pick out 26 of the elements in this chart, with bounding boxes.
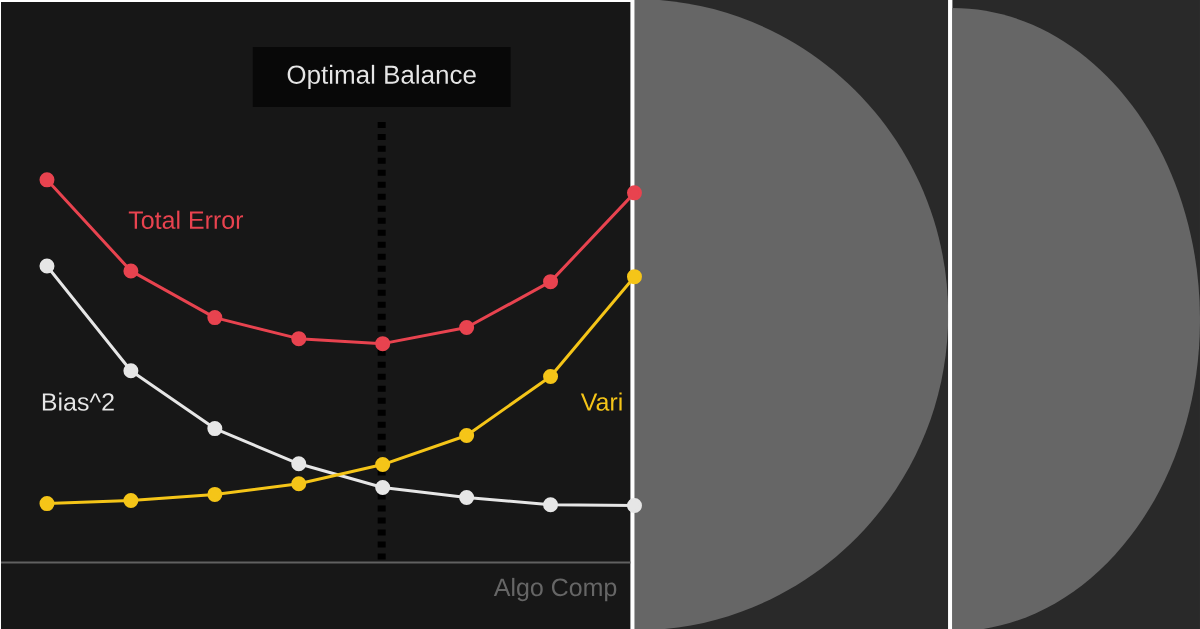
point (207, 309, 223, 325)
point (543, 273, 559, 289)
point (39, 495, 55, 511)
point (459, 489, 475, 505)
point (543, 368, 559, 384)
point (123, 363, 139, 379)
point (207, 420, 223, 436)
point (459, 319, 475, 335)
point (291, 475, 307, 491)
point (39, 258, 55, 274)
point (291, 330, 307, 346)
point (207, 486, 223, 502)
point (626, 497, 642, 513)
point (543, 497, 559, 512)
x-axis-title: Algo Comp (493, 577, 617, 601)
point (626, 185, 642, 201)
point (291, 456, 307, 472)
point (123, 492, 139, 508)
series-label: Bias^2 (42, 392, 114, 411)
point (39, 172, 55, 188)
series-label: Total Error (128, 210, 244, 229)
point (626, 268, 642, 284)
point (459, 427, 475, 443)
series-label: Vari (580, 392, 622, 411)
point (123, 263, 139, 279)
text: Optimal Balance (287, 64, 476, 89)
